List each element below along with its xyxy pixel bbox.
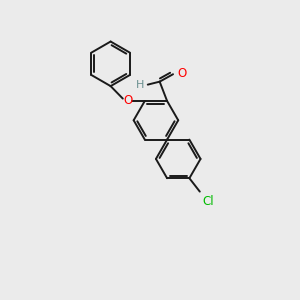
Text: O: O [177, 67, 186, 80]
Text: Cl: Cl [202, 195, 214, 208]
Text: H: H [136, 80, 144, 90]
Text: O: O [124, 94, 133, 107]
